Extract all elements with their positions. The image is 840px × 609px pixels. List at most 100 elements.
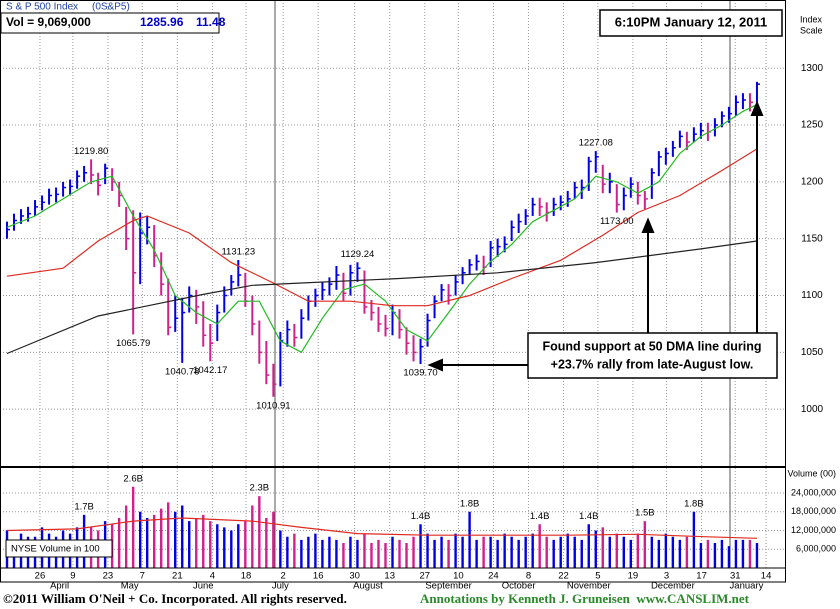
volume-bar	[237, 524, 240, 568]
volume-bar	[300, 539, 303, 568]
volume-bar	[342, 543, 345, 568]
y-tick-label: 1000	[801, 404, 824, 415]
volume-bar	[251, 505, 254, 568]
volume-bar	[552, 539, 555, 568]
volume-bar	[216, 524, 219, 568]
arrow-head	[427, 358, 443, 372]
value-annotation: 1.8B	[460, 498, 480, 509]
note-box	[527, 332, 778, 379]
volume-bar	[124, 505, 128, 568]
volume-bar	[454, 533, 457, 568]
volume-bar	[279, 530, 282, 568]
price-change: 11.48	[196, 15, 226, 29]
volume-bar	[405, 543, 408, 568]
x-tick-label: 26	[35, 571, 46, 582]
last-price: 1285.96	[140, 15, 184, 29]
volume-bar	[524, 536, 527, 568]
volume-bar	[622, 536, 625, 568]
x-tick-label: 10	[453, 571, 464, 582]
month-label: September	[425, 581, 471, 592]
x-tick-label: 23	[103, 571, 114, 582]
volume-bar	[580, 539, 583, 568]
volume-bar	[664, 533, 668, 568]
volume-bar	[440, 536, 443, 568]
x-tick-label: 19	[628, 571, 639, 582]
note-text: +23.7% rally from late-August low.	[551, 357, 754, 371]
value-annotation: 1129.24	[341, 249, 375, 260]
value-annotation: 1042.17	[193, 365, 227, 376]
volume-bar	[636, 533, 640, 568]
value-annotation: 2.3B	[250, 483, 270, 494]
y-tick-label: 1250	[801, 120, 824, 131]
volume-bar	[685, 536, 689, 568]
volume-bar	[706, 539, 710, 568]
y-tick-label: 1100	[801, 290, 823, 301]
volume-bar	[566, 533, 569, 568]
moving-average	[6, 148, 758, 307]
month-label: May	[121, 581, 139, 592]
value-annotation: 1.5B	[635, 508, 655, 519]
y-tick-label: 12,000,000	[791, 525, 836, 535]
month-label: April	[50, 581, 69, 592]
x-tick-label: 5	[595, 571, 600, 582]
price-frame	[0, 0, 786, 467]
volume-bar	[419, 524, 422, 568]
volume-bar	[727, 546, 731, 568]
volume-bar	[412, 536, 415, 568]
volume-bar	[643, 521, 647, 568]
volume-bar	[475, 539, 478, 568]
volume-bar	[447, 539, 450, 568]
y-tick-label: 1300	[801, 63, 824, 74]
x-tick-label: 27	[419, 571, 430, 582]
copyright: ©2011 William O'Neil + Co. Incorporated.…	[3, 591, 347, 606]
volume-bar	[370, 543, 373, 568]
x-tick-label: 14	[761, 571, 772, 582]
value-annotation: 1039.70	[403, 368, 437, 379]
volume-bar	[321, 539, 324, 568]
volume-bar	[377, 539, 380, 568]
volume-bar	[559, 536, 562, 568]
x-tick-label: 17	[696, 571, 707, 582]
volume-bar	[538, 524, 541, 568]
volume-bar	[678, 539, 682, 568]
volume-bar	[629, 539, 633, 568]
arrows	[427, 100, 764, 372]
y-tick-label: 6,000,000	[796, 544, 836, 554]
x-tick-label: 24	[488, 571, 499, 582]
volume-bar	[699, 543, 703, 568]
volume-bar	[398, 539, 401, 568]
x-tick-label: 9	[70, 571, 75, 582]
symbol: (0S&P5)	[92, 2, 130, 13]
volume-bar	[573, 536, 576, 568]
credit: Annotations by Kenneth J. Gruneisen www.…	[420, 591, 750, 606]
volume-bar	[138, 511, 142, 568]
value-annotation: 1173.00	[600, 216, 634, 227]
timestamp-box	[599, 9, 783, 37]
x-tick-label: 21	[172, 571, 183, 582]
volume-bar	[391, 536, 394, 568]
x-tick-label: 22	[558, 571, 569, 582]
volume-bar	[131, 486, 135, 568]
x-tick-label: 16	[313, 571, 324, 582]
volume-bar	[713, 543, 717, 568]
volume-bar	[202, 514, 205, 568]
volume-bar	[307, 536, 310, 568]
x-tick-label: 2	[281, 571, 286, 582]
volume-bar	[461, 536, 464, 568]
date-frame	[0, 567, 786, 583]
value-annotation: 1040.78	[165, 366, 199, 377]
x-tick-label: 18	[241, 571, 252, 582]
note-text: Found support at 50 DMA line during	[543, 339, 762, 353]
timestamp: 6:10PM January 12, 2011	[615, 14, 768, 29]
y-tick-label: 1200	[801, 176, 824, 187]
volume-bar	[286, 536, 289, 568]
volume-bar	[671, 536, 675, 568]
volume-bar	[145, 518, 149, 568]
arrow-head	[750, 100, 764, 116]
volume-bar	[608, 536, 611, 568]
volume-bar	[748, 539, 752, 568]
volume-bar	[293, 533, 296, 568]
index-name: S & P 500 Index	[6, 2, 78, 13]
